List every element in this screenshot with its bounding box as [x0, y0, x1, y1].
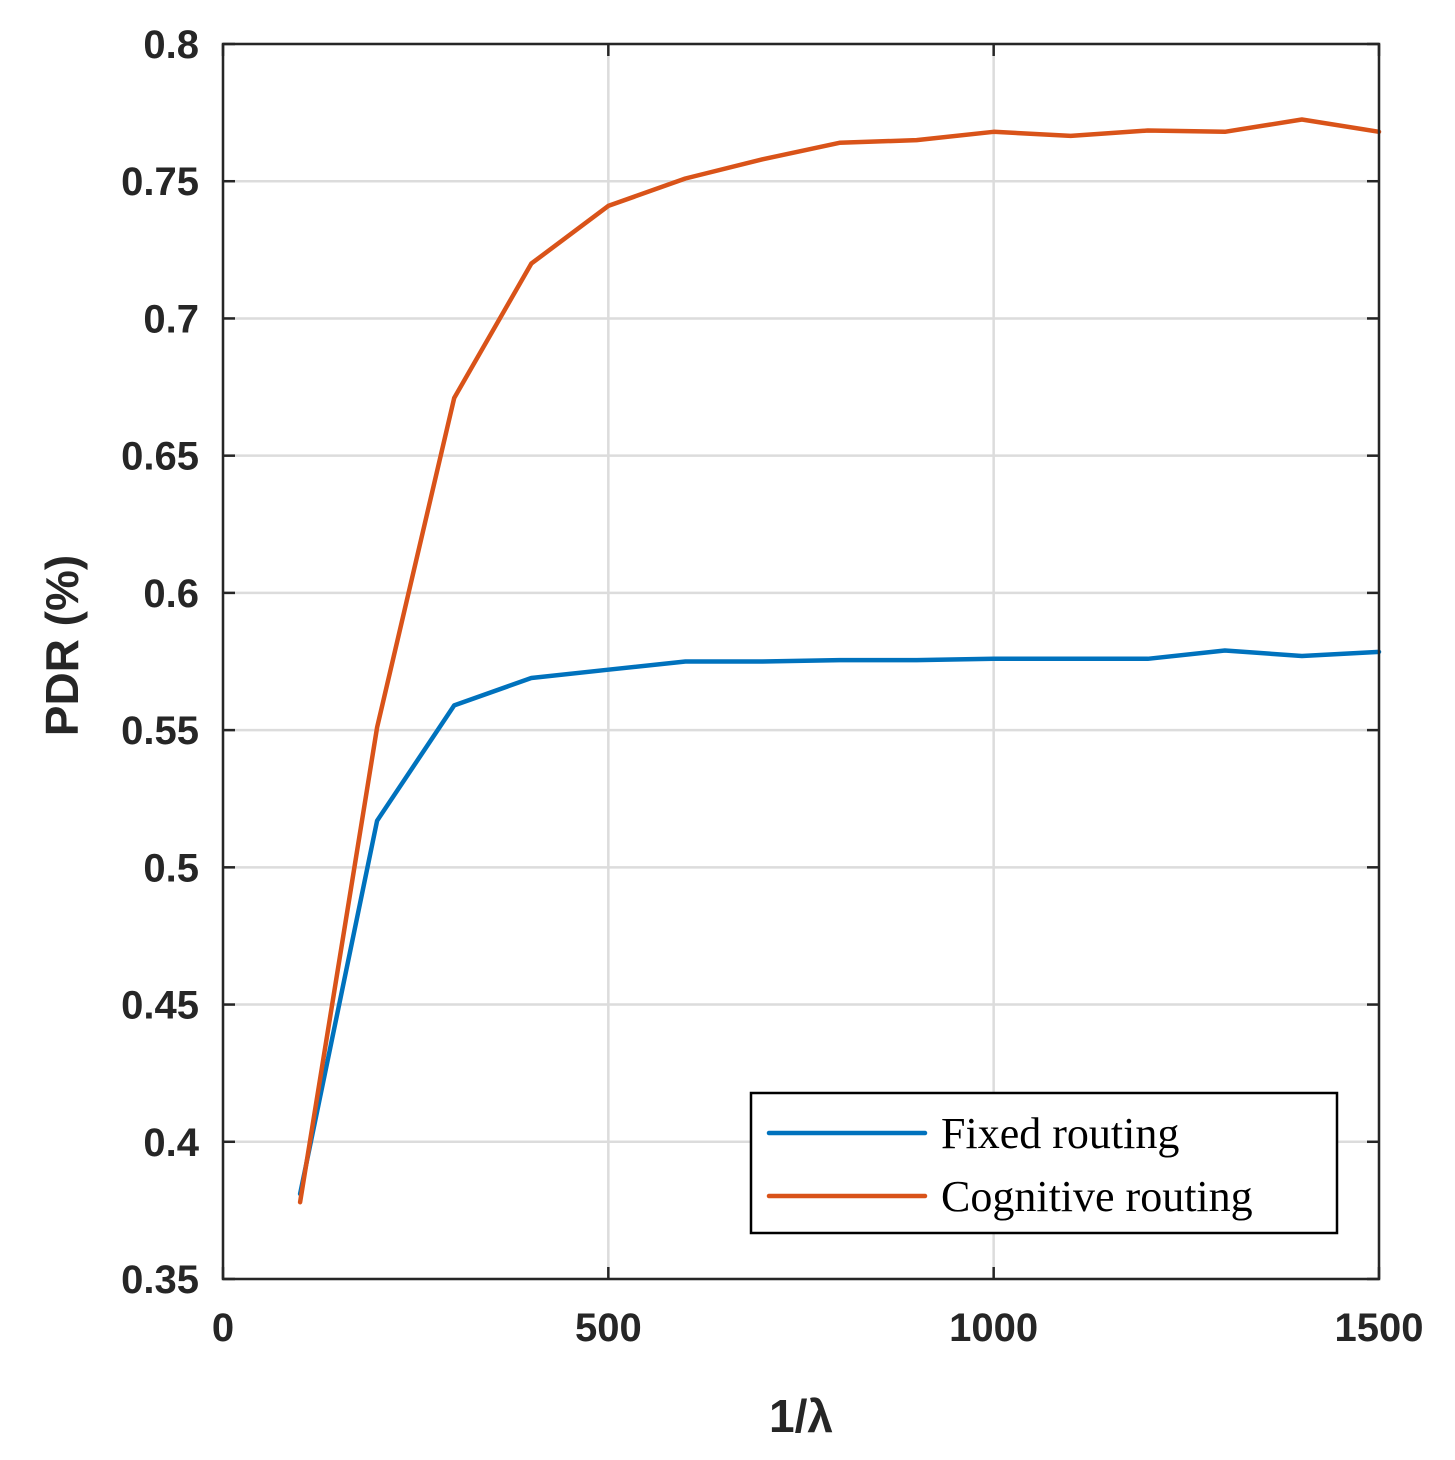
y-tick-label: 0.7	[143, 297, 199, 341]
y-tick-label: 0.6	[143, 572, 199, 616]
x-tick-label: 0	[212, 1306, 234, 1350]
legend-box	[749, 1091, 1339, 1235]
series-line-fixed-routing	[297, 648, 1382, 1197]
plot-frame	[221, 42, 1381, 1281]
y-tick-label: 0.35	[121, 1258, 199, 1302]
series-line-cognitive-routing	[297, 117, 1382, 1205]
x-tick-label: 1500	[1335, 1306, 1424, 1350]
x-axis-label: 1/λ	[769, 1390, 833, 1442]
legend: Fixed routing Cognitive routing	[749, 1091, 1339, 1235]
series-lines	[297, 117, 1382, 1205]
y-tick-label: 0.8	[143, 23, 199, 67]
legend-label-fixed-routing: Fixed routing	[941, 1109, 1179, 1158]
y-tick-label: 0.55	[121, 709, 199, 753]
y-tick-label: 0.75	[121, 160, 199, 204]
y-tick-label: 0.65	[121, 435, 199, 479]
tick-marks	[221, 42, 1381, 1281]
y-tick-label: 0.5	[143, 846, 199, 890]
y-axis-label: PDR (%)	[36, 555, 88, 736]
x-tick-label: 1000	[949, 1306, 1038, 1350]
x-tick-label: 500	[575, 1306, 642, 1350]
y-tick-label: 0.4	[143, 1121, 199, 1165]
legend-label-cognitive-routing: Cognitive routing	[941, 1172, 1253, 1221]
y-tick-labels: 0.35 0.4 0.45 0.5 0.55 0.6 0.65 0.7 0.75 0.8	[121, 23, 200, 1302]
y-tick-label: 0.45	[121, 984, 199, 1028]
x-tick-labels: 0 500 1000 1500	[212, 1306, 1424, 1350]
